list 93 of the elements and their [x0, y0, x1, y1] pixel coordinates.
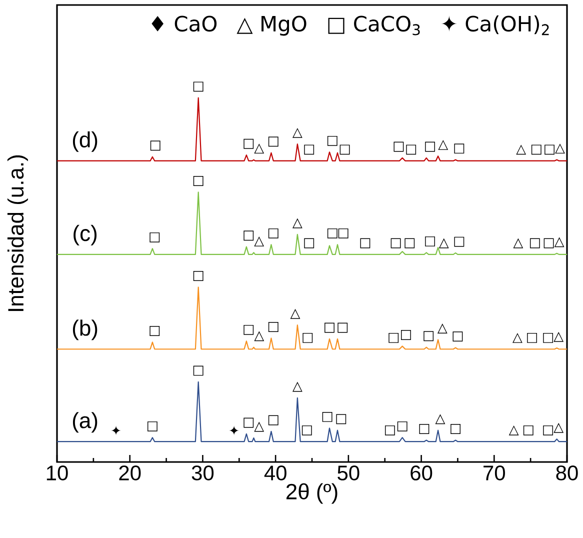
annotation: □ [340, 144, 350, 155]
annotation: □ [404, 238, 415, 248]
x-axis-title: 2θ (º) [286, 483, 338, 504]
annotation: △ [292, 218, 302, 228]
annotation: △ [512, 332, 522, 343]
annotation: □ [394, 142, 404, 152]
annotation: △ [508, 425, 519, 436]
annotation: □ [531, 144, 542, 155]
annotation: □ [304, 144, 314, 155]
annotation: □ [244, 324, 254, 335]
x-tick-label: 30 [192, 466, 214, 480]
annotation: △ [435, 414, 446, 424]
y-axis-title: Intensidad (u.a.) [7, 155, 28, 311]
annotation: ✦ [229, 426, 239, 436]
annotation: □ [401, 330, 411, 340]
annotation: □ [523, 425, 534, 436]
annotation: □ [302, 425, 312, 436]
series-label: (b) [72, 320, 98, 340]
annotation: □ [322, 412, 332, 422]
annotation: □ [150, 140, 160, 151]
annotation: □ [406, 144, 416, 155]
annotation: □ [425, 142, 435, 152]
annotation: □ [304, 238, 314, 248]
annotation: □ [452, 331, 463, 342]
annotation: △ [292, 382, 302, 392]
annotation: □ [360, 238, 370, 248]
annotation: △ [254, 144, 264, 154]
annotation: □ [193, 176, 204, 186]
annotation: □ [302, 332, 313, 343]
annotation: □ [388, 332, 399, 343]
annotation: □ [543, 425, 554, 436]
series-label: (c) [74, 224, 97, 246]
text: ✦ Ca(OH)$_{2}$ [441, 15, 549, 36]
annotation: △ [516, 144, 526, 155]
annotation: □ [384, 425, 395, 436]
annotation: □ [390, 238, 401, 248]
annotation: △ [554, 422, 564, 433]
annotation: □ [147, 421, 158, 432]
annotation: □ [268, 136, 278, 147]
annotation: □ [454, 144, 464, 154]
annotation: △ [254, 422, 264, 432]
annotation: ✦ [111, 426, 121, 436]
annotation: □ [527, 332, 537, 343]
annotation: □ [454, 236, 464, 247]
annotation: □ [268, 415, 278, 426]
annotation: □ [544, 238, 554, 248]
annotation: □ [419, 424, 430, 434]
text: ♦ CaO [152, 16, 217, 32]
x-tick-label: 60 [410, 466, 432, 480]
annotation: □ [324, 322, 334, 333]
annotation: □ [268, 228, 278, 238]
x-tick-label: 10 [46, 466, 68, 480]
annotation: □ [450, 424, 460, 434]
annotation: △ [254, 236, 264, 246]
annotation: △ [290, 308, 300, 319]
x-tick-label: 20 [119, 466, 141, 480]
series-label: (a) [72, 412, 98, 433]
annotation: □ [530, 238, 540, 248]
annotation: △ [555, 144, 565, 154]
series-label: (d) [72, 131, 98, 152]
annotation: □ [244, 230, 254, 241]
annotation: □ [327, 136, 338, 146]
annotation: □ [338, 228, 348, 238]
annotation: △ [554, 237, 564, 248]
annotation: □ [336, 414, 346, 424]
annotation: △ [292, 128, 302, 138]
annotation: □ [543, 332, 554, 343]
x-tick-label: 40 [264, 466, 286, 480]
annotation: □ [193, 366, 204, 376]
text: △ MgO [236, 16, 306, 36]
text: □ CaCO$_{3}$ [328, 16, 420, 36]
annotation: □ [150, 326, 160, 336]
annotation: □ [244, 418, 254, 428]
annotation: △ [438, 238, 449, 248]
annotation: □ [268, 322, 278, 332]
annotation: △ [254, 331, 264, 342]
annotation: □ [193, 82, 204, 92]
annotation: △ [513, 238, 524, 248]
annotation: □ [544, 144, 554, 155]
annotation: □ [424, 331, 434, 342]
x-tick-label: 70 [484, 466, 505, 480]
annotation: □ [244, 138, 254, 149]
annotation: △ [437, 323, 448, 334]
x-tick-label: 80 [556, 466, 578, 480]
annotation: □ [150, 232, 160, 242]
annotation: □ [193, 271, 204, 282]
annotation: △ [438, 140, 448, 150]
annotation: □ [425, 236, 435, 246]
annotation: △ [554, 332, 564, 342]
x-tick-label: 50 [338, 466, 360, 480]
annotation: □ [397, 421, 408, 432]
annotation: □ [338, 322, 348, 333]
annotation: □ [327, 228, 338, 238]
